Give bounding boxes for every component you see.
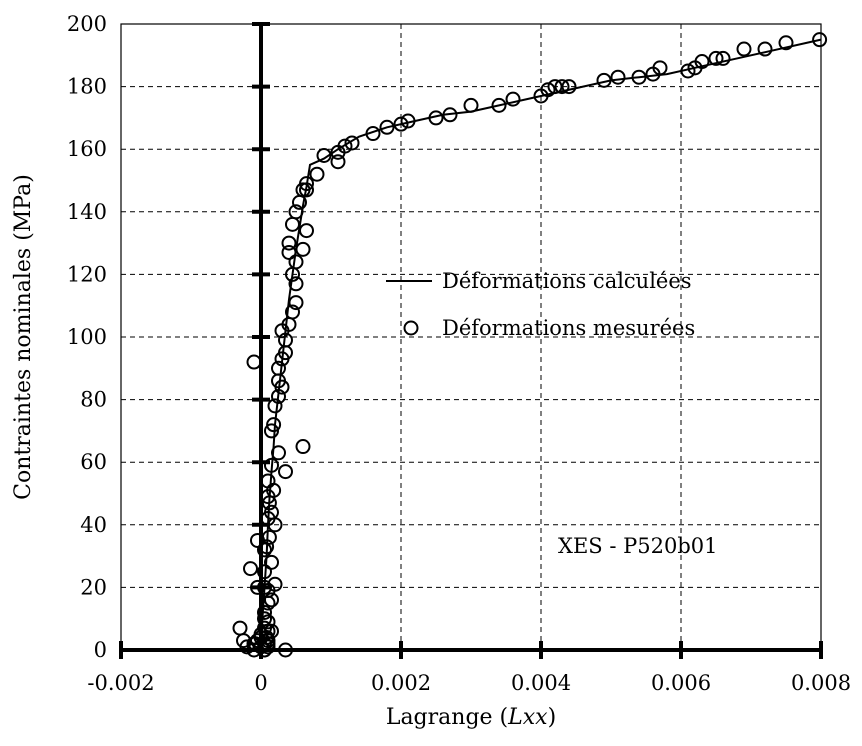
data-series <box>232 32 828 658</box>
measured-strain-point <box>247 636 263 652</box>
x-axis-title: Lagrange (Lxx) <box>386 705 556 730</box>
legend: Déformations calculées Déformations mesu… <box>386 269 695 340</box>
measured-strain-point <box>264 554 279 570</box>
measured-strain-point <box>246 354 262 370</box>
measured-strain-point <box>812 32 828 48</box>
x-tick-label: 0.002 <box>371 671 431 695</box>
y-tick-label: 80 <box>80 388 107 412</box>
y-tick-label: 100 <box>67 325 107 349</box>
x-tick-label: -0.002 <box>87 671 154 695</box>
measured-strain-point <box>715 50 731 66</box>
measured-strain-point <box>554 79 570 95</box>
y-tick-label: 120 <box>67 262 107 286</box>
measured-strain-point <box>271 388 286 404</box>
measured-strain-point <box>316 147 332 163</box>
measured-strain-point <box>505 91 521 107</box>
legend-label-calculated: Déformations calculées <box>442 269 692 293</box>
measured-strain-point <box>267 517 283 533</box>
measured-strain-point <box>680 63 696 79</box>
y-tick-label: 180 <box>67 75 107 99</box>
y-tick-label: 60 <box>80 450 107 474</box>
measured-strain-point <box>257 542 272 558</box>
x-tick-label: 0.004 <box>511 671 571 695</box>
legend-marker-swatch <box>403 320 419 336</box>
measured-strain-point <box>261 495 277 511</box>
measured-strain-point <box>330 154 346 170</box>
y-tick-label: 200 <box>67 12 107 36</box>
measured-strain-point <box>288 276 304 292</box>
legend-label-measured: Déformations mesurées <box>442 316 695 340</box>
specimen-annotation: XES - P520b01 <box>558 534 718 558</box>
measured-strain-point <box>379 119 395 135</box>
measured-strain-point <box>309 166 325 182</box>
measured-strain-point <box>442 107 458 123</box>
measured-strain-point <box>330 144 346 160</box>
y-axis-title: Contraintes nominales (MPa) <box>11 174 36 500</box>
measured-strain-point <box>463 97 479 113</box>
measured-strain-point <box>736 41 752 57</box>
bold-axes <box>119 22 823 659</box>
measured-strain-point <box>232 620 248 636</box>
measured-strain-point <box>631 69 647 85</box>
measured-strain-point <box>596 72 612 88</box>
y-tick-label: 140 <box>67 200 107 224</box>
measured-strain-point <box>491 97 507 113</box>
measured-strain-point <box>257 564 272 580</box>
measured-strain-point <box>645 66 661 82</box>
measured-strain-point <box>281 244 297 260</box>
measured-strain-point <box>271 445 286 461</box>
measured-strain-point <box>266 417 282 433</box>
measured-strain-point <box>264 592 279 608</box>
measured-strain-point <box>295 439 311 455</box>
tick-labels: -0.002 0 0.002 0.004 0.006 0.008 0 20 40 60 80 100 1… <box>67 12 851 695</box>
measured-strain-point <box>428 110 444 126</box>
measured-strain-point <box>257 604 272 620</box>
measured-strain-point <box>288 254 304 270</box>
measured-strain-point <box>260 595 276 611</box>
measured-strain-point <box>292 194 307 210</box>
measured-strain-point <box>274 379 290 395</box>
y-tick-label: 20 <box>80 575 107 599</box>
measured-strain-point <box>278 464 293 480</box>
measured-strain-point <box>250 579 265 595</box>
measured-strain-point <box>687 60 703 76</box>
x-tick-label: 0.006 <box>651 671 711 695</box>
measured-strain-point <box>400 113 416 129</box>
measured-strain-point <box>264 423 279 439</box>
measured-strain-point <box>264 457 279 473</box>
x-tick-label: 0 <box>254 671 267 695</box>
measured-strain-point <box>533 88 549 104</box>
measured-strain-point <box>285 266 300 282</box>
y-tick-label: 160 <box>67 137 107 161</box>
measured-strain-point <box>257 579 272 595</box>
measured-strain-point <box>243 561 258 577</box>
measured-strain-point <box>288 295 304 311</box>
measured-strain-point <box>295 241 311 257</box>
x-tick-label: 0.008 <box>791 671 851 695</box>
measured-strain-point <box>547 79 563 95</box>
measured-strain-point <box>393 116 409 132</box>
measured-strain-point <box>267 398 283 414</box>
measured-strain-point <box>757 41 773 57</box>
measured-strain-point <box>299 182 314 198</box>
measured-strain-point <box>778 35 794 51</box>
measured-strain-point <box>708 50 724 66</box>
measured-strain-point <box>257 636 272 652</box>
measured-strain-point <box>278 642 293 658</box>
measured-strain-point <box>299 223 314 239</box>
y-tick-label: 0 <box>94 638 107 662</box>
measured-strain-point <box>365 126 381 142</box>
measured-strain-point <box>610 69 626 85</box>
measured-strain-point <box>281 235 297 251</box>
measured-strain-point <box>274 323 290 339</box>
measured-strain-point <box>274 351 290 367</box>
y-tick-label: 40 <box>80 513 107 537</box>
measured-strain-point <box>344 135 360 151</box>
measured-strain-point <box>259 539 275 555</box>
measured-strain-point <box>285 216 300 232</box>
